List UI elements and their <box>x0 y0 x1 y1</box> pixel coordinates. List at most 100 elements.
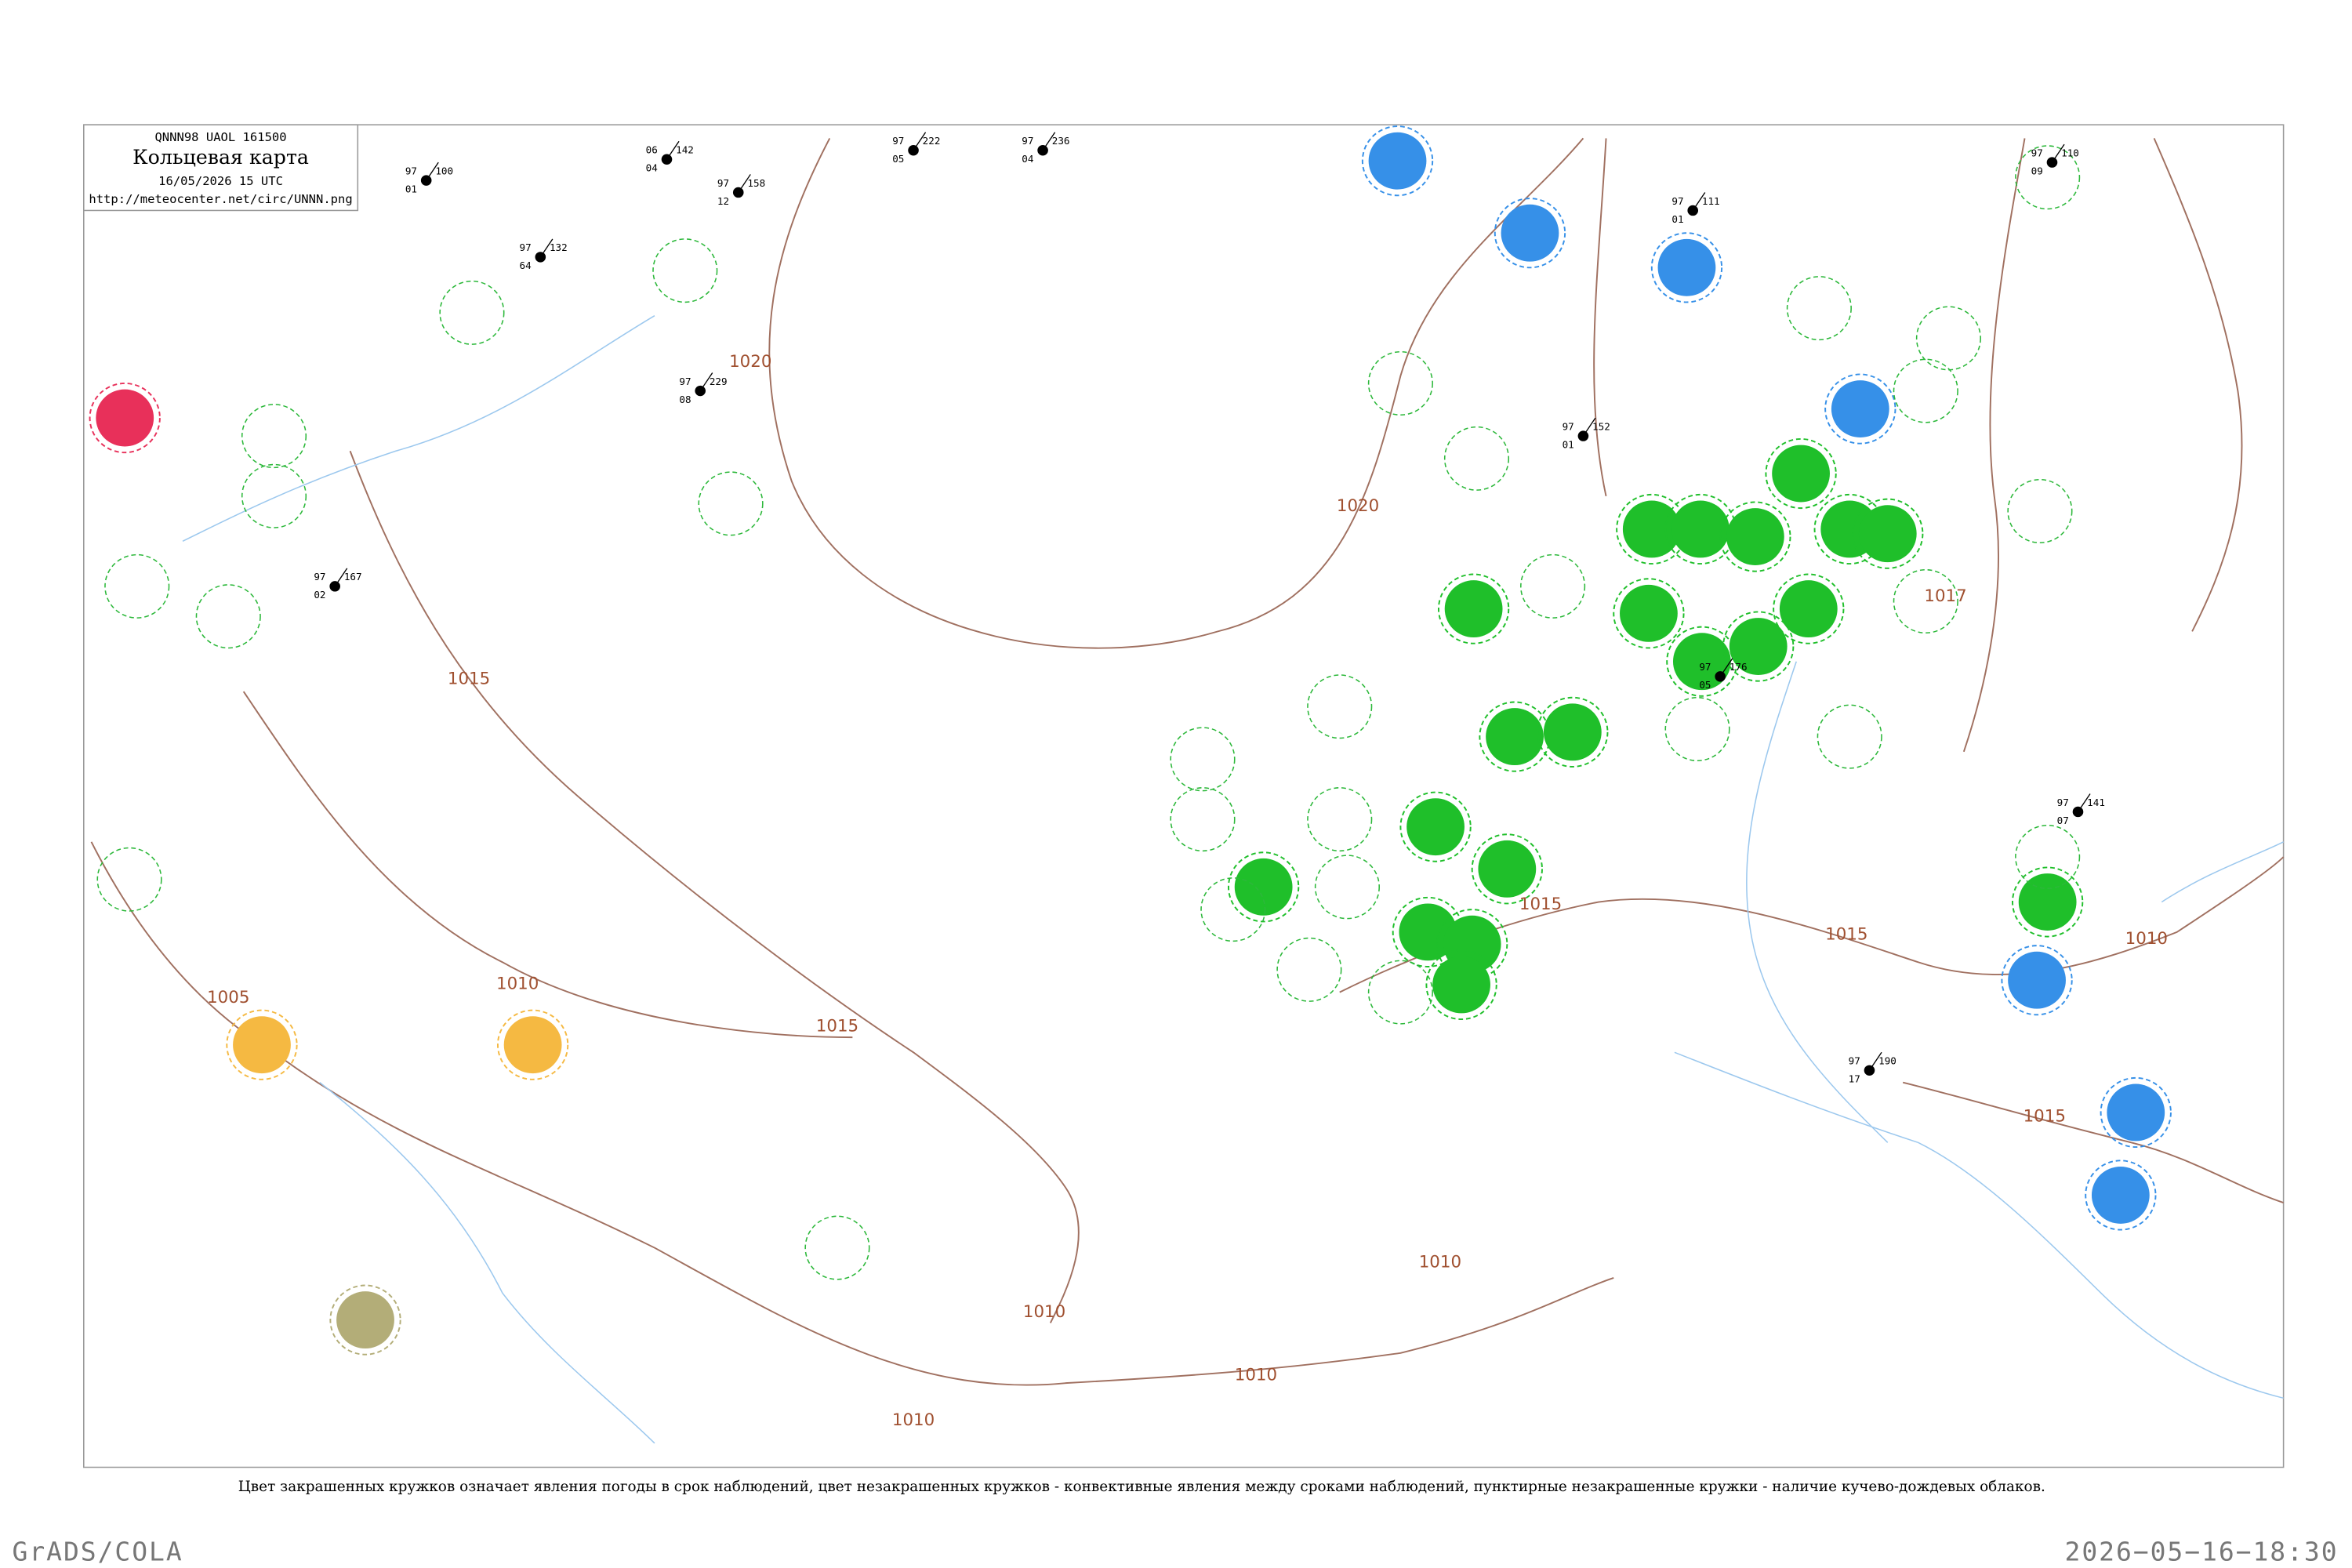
isobar <box>242 691 853 1039</box>
cb-circle <box>1520 554 1586 619</box>
cb-circle <box>2015 824 2081 890</box>
cb-circle <box>1314 855 1380 920</box>
station-dew: 64 <box>519 260 531 271</box>
weather-circle <box>2008 951 2066 1009</box>
station-dew: 05 <box>1699 679 1711 691</box>
weather-circle <box>1368 132 1427 190</box>
station-temp: 97 <box>314 571 325 583</box>
station-dew: 08 <box>679 394 691 405</box>
wind-barb <box>913 132 927 151</box>
station-temp: 97 <box>892 135 904 147</box>
station-temp: 97 <box>1699 661 1711 673</box>
timestamp: 2026−05−16−18:30 <box>2065 1537 2339 1567</box>
weather-circle <box>1432 956 1490 1014</box>
cb-circle <box>1915 306 1981 371</box>
cb-circle <box>804 1215 870 1280</box>
cb-circle <box>1367 960 1433 1025</box>
station-dew: 12 <box>717 195 729 207</box>
isobar <box>1593 138 1607 496</box>
halo <box>1719 501 1791 572</box>
station-pressure: 190 <box>1878 1055 1896 1067</box>
cb-circle <box>2007 478 2073 544</box>
wind-barb <box>1868 1051 1882 1071</box>
wind-barb <box>2077 793 2091 812</box>
weather-circle <box>1406 798 1465 856</box>
isobar-label: 1010 <box>1419 1253 1461 1272</box>
header-time: 16/05/2026 15 UTC <box>158 174 283 188</box>
weather-circles <box>89 125 2172 1356</box>
header-title: Кольцевая карта <box>132 146 309 169</box>
wind-barb <box>426 162 439 181</box>
isobar <box>2153 138 2243 632</box>
halo <box>2012 866 2084 938</box>
isobar-label: 1015 <box>816 1017 858 1036</box>
weather-circle <box>96 389 154 447</box>
halo <box>89 383 161 454</box>
station-pressure: 141 <box>2087 797 2105 808</box>
cb-circle <box>1170 727 1236 792</box>
station-temp: 97 <box>2031 147 2043 159</box>
weather-circle <box>1478 840 1537 898</box>
isobar <box>768 137 1584 649</box>
river <box>1674 1051 2284 1399</box>
cb-circle <box>1367 350 1433 416</box>
weather-circle <box>2018 873 2077 931</box>
isobar-label: 1015 <box>1825 925 1867 945</box>
weather-circle <box>1444 580 1503 638</box>
river <box>2161 841 2284 903</box>
isobar-label: 1010 <box>496 975 539 994</box>
halo <box>1765 437 1837 510</box>
halo <box>2001 945 2073 1016</box>
station-dew: 01 <box>405 183 417 195</box>
isobar-label: 1020 <box>1337 496 1379 516</box>
wind-barb <box>1719 658 1733 677</box>
stations: 100 97 01 132 97 64 142 06 04 158 97 12 222 97 05 236 97… <box>314 132 2105 1085</box>
isobar-label: 1005 <box>207 988 249 1007</box>
station-temp: 97 <box>717 177 729 189</box>
isobar <box>349 450 1080 1323</box>
weather-circle <box>336 1291 394 1349</box>
weather-circle <box>1831 380 1889 438</box>
station-dot <box>2046 157 2058 168</box>
isobar-label: 1010 <box>1235 1365 1277 1385</box>
isobar-label: 1015 <box>2024 1107 2066 1127</box>
wind-barb <box>539 238 554 258</box>
rivers <box>182 315 2284 1444</box>
station-pressure: 132 <box>550 241 568 253</box>
wind-barb <box>666 140 680 160</box>
halo <box>1613 578 1685 649</box>
halo <box>1471 833 1543 905</box>
station-temp: 97 <box>1671 195 1683 207</box>
station-temp: 97 <box>679 376 691 387</box>
weather-circle <box>1234 858 1293 916</box>
cb-circle <box>1170 787 1236 852</box>
cb-circle <box>1893 568 1958 634</box>
river <box>182 315 655 543</box>
software-label: GrADS/COLA <box>13 1537 183 1567</box>
station-pressure: 142 <box>676 144 694 156</box>
caption: Цвет закрашенных кружков означает явлени… <box>238 1479 2045 1495</box>
halo <box>329 1284 401 1356</box>
station-temp: 97 <box>519 241 531 253</box>
header-frame <box>83 124 359 212</box>
cb-circle <box>1443 426 1510 491</box>
cb-circle <box>1893 358 1958 423</box>
isobar-label: 1010 <box>2125 929 2168 949</box>
weather-circle <box>2107 1083 2165 1142</box>
station-dew: 01 <box>1563 439 1574 451</box>
halo <box>1650 232 1723 303</box>
halo <box>1537 696 1609 768</box>
isobar-label: 1015 <box>1519 895 1562 914</box>
wind-barb <box>699 372 713 391</box>
weather-circle <box>1486 708 1544 766</box>
station-dew: 04 <box>1022 153 1033 165</box>
station-pressure: 229 <box>710 376 728 387</box>
weather-circle <box>503 1016 562 1074</box>
weather-circle <box>2091 1167 2150 1224</box>
station-pressure: 236 <box>1052 135 1070 147</box>
station-pressure: 152 <box>1592 420 1610 432</box>
isobar-label: 1010 <box>892 1410 935 1430</box>
cb-circle <box>652 238 718 303</box>
weather-circle <box>1858 505 1917 563</box>
